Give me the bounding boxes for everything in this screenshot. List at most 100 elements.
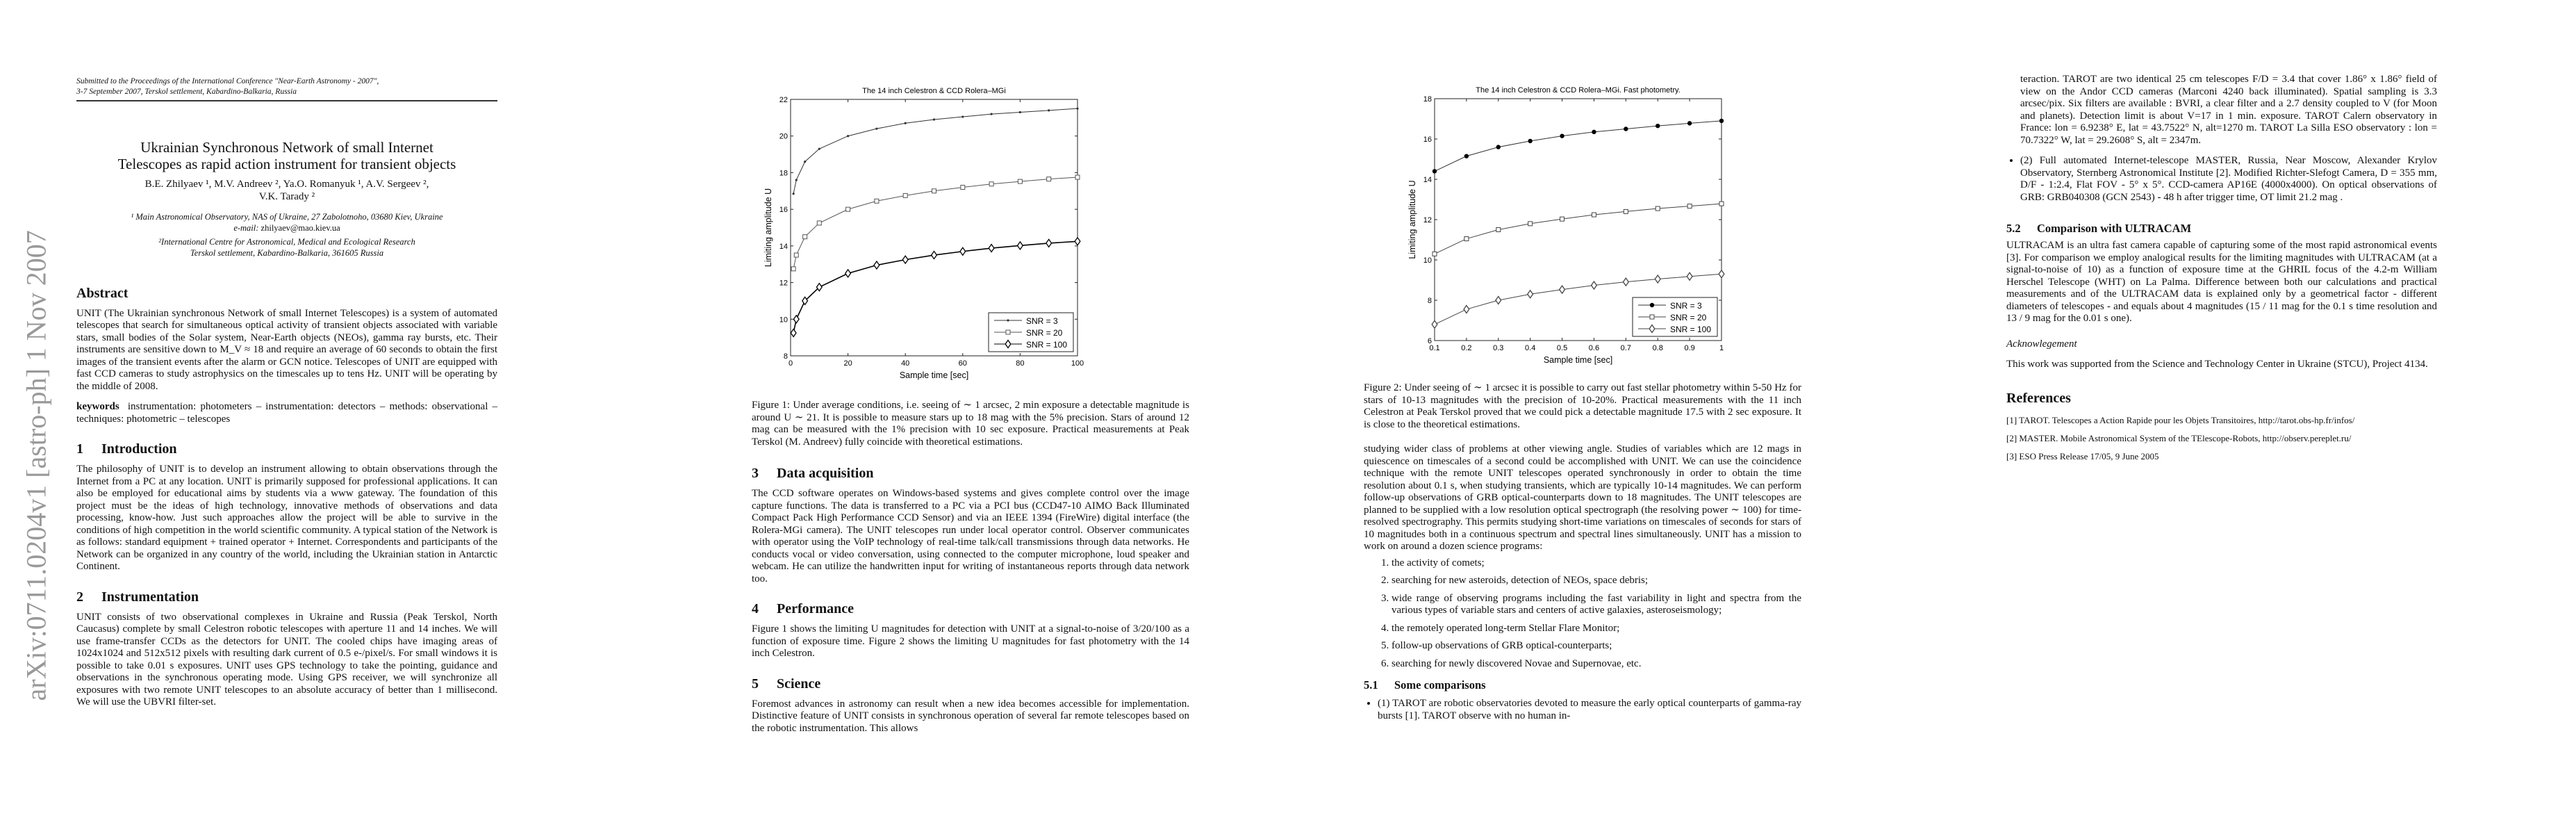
data-point-series-2 — [960, 185, 966, 190]
header-line-2: 3-7 September 2007, Terskol settlement, … — [76, 88, 297, 96]
data-point-series-3 — [1495, 295, 1502, 305]
legend-marker — [1649, 324, 1656, 334]
figure-1-caption: Figure 1: Under average conditions, i.e.… — [752, 400, 1189, 448]
data-point-series-2 — [845, 206, 851, 212]
email-link[interactable]: zhilyaev@mao.kiev.ua — [261, 222, 340, 233]
section-introduction: 1 Introduction The philosophy of UNIT is … — [76, 441, 497, 573]
series-line-1 — [1434, 120, 1722, 172]
references-heading: References — [2006, 391, 2071, 406]
x-tick-label: 0.1 — [1429, 344, 1439, 352]
x-tick-label: 0.8 — [1653, 344, 1663, 352]
figure-2-caption-text: Figure 2: Under seeing of ∼ 1 arcsec it … — [1364, 382, 1801, 430]
section-number: 3 — [752, 466, 759, 481]
data-point-series-1 — [1560, 133, 1564, 138]
data-point-series-1 — [1719, 118, 1724, 124]
data-point-series-2 — [902, 193, 908, 198]
affiliation-2-line-2: Terskol settlement, Kabardino-Balkaria, … — [190, 247, 384, 258]
data-point-series-3 — [816, 282, 823, 292]
authors-line-1: B.E. Zhilyaev ¹, M.V. Andreev ², Ya.O. R… — [145, 178, 429, 190]
introduction-text: The philosophy of UNIT is to develop an … — [76, 464, 497, 572]
data-point-series-2 — [1623, 208, 1628, 214]
y-tick-label: 18 — [779, 169, 788, 177]
x-axis-label: Sample time [sec] — [1544, 355, 1612, 365]
section-number: 5.1 — [1364, 678, 1378, 692]
data-point-series-1 — [1528, 138, 1533, 144]
data-point-series-2 — [932, 188, 936, 194]
ultracam-text: ULTRACAM is an ultra fast camera capable… — [2006, 240, 2437, 324]
section-number: 4 — [752, 601, 759, 616]
data-point-series-3 — [959, 247, 966, 256]
data-point-series-1 — [990, 113, 993, 115]
y-tick-label: 12 — [1423, 216, 1432, 224]
acknowledgement: Acknowlegement This work was supported f… — [2006, 338, 2437, 371]
performance-text: Figure 1 shows the limiting U magnitudes… — [752, 623, 1189, 659]
legend-marker — [1649, 314, 1655, 320]
section-some-comparisons: 5.1 Some comparisons (1) TAROT are roboti… — [1364, 678, 1801, 722]
x-tick-label: 0.3 — [1493, 344, 1503, 352]
y-tick-label: 20 — [779, 133, 788, 141]
y-tick-label: 10 — [779, 316, 788, 324]
data-point-series-1 — [1592, 129, 1596, 135]
section-title: Science — [777, 676, 821, 692]
legend-marker — [1005, 329, 1011, 335]
reference-item[interactable]: [1] TAROT. Telescopes a Action Rapide po… — [2006, 415, 2355, 425]
affiliation-1: ¹ Main Astronomical Observatory, NAS of … — [131, 211, 443, 222]
abstract-heading: Abstract — [76, 285, 129, 301]
y-tick-label: 8 — [1428, 297, 1432, 305]
page-3-column: Figure 2: Under seeing of ∼ 1 arcsec it … — [1364, 382, 1801, 722]
data-point-series-3 — [1016, 240, 1024, 250]
data-point-series-2 — [1496, 227, 1501, 232]
comparison-bullet-2: (2) Full automated Internet-telescope MA… — [2020, 155, 2437, 204]
series-line-3 — [1434, 273, 1722, 325]
y-axis-label: Limiting amplitude U — [1407, 180, 1417, 259]
acknowledgement-text: This work was supported from the Science… — [2006, 358, 2428, 370]
section-ultracam: 5.2 Comparison with ULTRACAM ULTRACAM is … — [2006, 222, 2437, 325]
plot-frame — [790, 99, 1078, 357]
section-data-acquisition: 3 Data acquisition The CCD software opera… — [752, 465, 1189, 585]
section-science: 5 Science Foremost advances in astronomy … — [752, 676, 1189, 735]
data-point-series-2 — [1075, 174, 1080, 180]
program-item: follow-up observations of GRB optical-co… — [1392, 640, 1801, 653]
x-tick-label: 0.4 — [1525, 344, 1535, 352]
section-title: Comparison with ULTRACAM — [2037, 222, 2192, 235]
authors-line-2: V.K. Tarady ² — [258, 190, 315, 202]
data-point-series-2 — [874, 198, 880, 204]
legend-label: SNR = 3 — [1026, 316, 1058, 326]
section-number: 2 — [76, 589, 83, 605]
data-point-series-2 — [1528, 221, 1533, 227]
x-axis-label: Sample time [sec] — [900, 370, 968, 380]
data-point-series-2 — [1560, 216, 1565, 222]
section-number: 5.2 — [2006, 222, 2021, 235]
x-tick-label: 80 — [1016, 359, 1024, 368]
x-tick-label: 0 — [789, 359, 793, 368]
y-tick-label: 14 — [1423, 176, 1432, 184]
data-point-series-3 — [802, 296, 809, 306]
y-axis-label: Limiting amplitude U — [763, 188, 773, 267]
data-point-series-2 — [1655, 206, 1660, 211]
data-point-series-3 — [790, 328, 797, 338]
data-point-series-1 — [1624, 126, 1628, 131]
data-point-series-1 — [847, 135, 850, 138]
data-point-series-1 — [1656, 123, 1660, 129]
chart-title: The 14 inch Celestron & CCD Rolera–MGi — [862, 87, 1006, 95]
y-tick-label: 12 — [779, 279, 788, 288]
data-point-series-2 — [1432, 251, 1437, 256]
keywords-label: keywords — [76, 401, 119, 412]
section-performance: 4 Performance Figure 1 shows the limiting… — [752, 600, 1189, 660]
data-point-series-1 — [1048, 109, 1050, 112]
y-tick-label: 14 — [779, 243, 788, 251]
legend-label: SNR = 20 — [1670, 313, 1707, 322]
science-continued-text: studying wider class of problems at othe… — [1364, 443, 1801, 552]
x-tick-label: 40 — [901, 359, 909, 368]
page-1-column: Submitted to the Proceedings of the Inte… — [76, 76, 497, 709]
abstract-text: UNIT (The Ukrainian synchronous Network … — [76, 307, 497, 392]
section-instrumentation: 2 Instrumentation UNIT consists of two ob… — [76, 589, 497, 709]
figure-1-chart: The 14 inch Celestron & CCD Rolera–MGi 0 2… — [763, 87, 1084, 380]
section-title: Data acquisition — [777, 466, 874, 481]
page-4-column: teraction. TAROT are two identical 25 cm… — [2006, 74, 2437, 469]
data-point-series-2 — [791, 266, 796, 272]
section-number: 1 — [76, 441, 83, 457]
science-text: Foremost advances in astronomy can resul… — [752, 698, 1189, 734]
reference-item[interactable]: [2] MASTER. Mobile Astronomical System o… — [2006, 433, 2352, 443]
x-tick-label: 1 — [1719, 344, 1724, 352]
